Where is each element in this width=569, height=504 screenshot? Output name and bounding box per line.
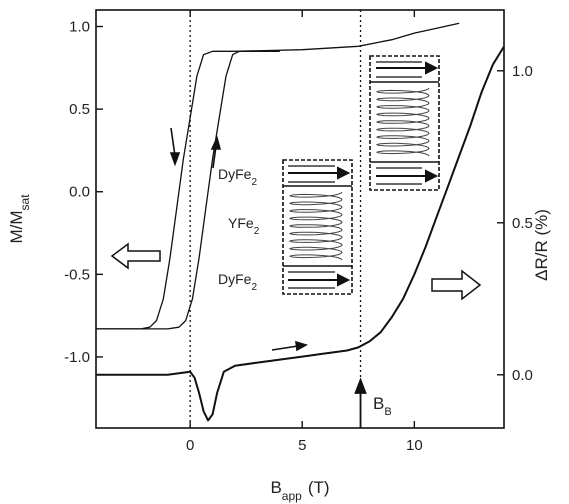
y-left-axis-label-sub: sat [18,194,32,211]
y-left-axis-label-main: M/M [7,210,26,243]
inset-structure: DyFe2 YFe2 DyFe2 [218,159,353,295]
inset-twisted-state [369,55,440,191]
inset-layer-top-label: DyFe2 [218,166,257,188]
inset2-top-arrows [376,61,439,78]
y-right-axis-label: ΔR/R (%) [532,209,551,281]
y-right-tick-label-0: 1.0 [512,63,533,80]
b-marker-label: BB [373,394,392,418]
y-right-tick-label-1: 0.5 [512,215,533,232]
right-axis-arrow-icon [431,269,482,301]
y-left-tick-label-0: 1.0 [69,19,90,36]
b-marker-label-sub: B [384,406,391,418]
y-left-tick-label-3: -0.5 [64,266,90,283]
y-left-tick-label-4: -1.0 [64,349,90,366]
series-line-2 [96,45,505,422]
x-tick-label-1: 5 [298,437,306,454]
plot-frame [95,9,505,429]
inset-layer-middle-label: YFe2 [228,215,260,237]
inset-top-arrows [288,165,351,183]
up-branch-arrow [210,135,222,169]
series-line-0 [96,22,460,330]
b-marker-arrow [354,377,367,428]
series-line-1 [96,50,280,330]
x-axis-label-unit: (T) [308,478,330,497]
y-left-axis-label: M/Msat [7,194,32,244]
inset-layer-bottom-label: DyFe2 [218,271,257,293]
inset2-bottom-arrows [376,167,439,185]
left-axis-arrow-icon [110,242,161,270]
x-tick-label-0: 0 [186,437,194,454]
inset-bottom-arrows [288,271,351,289]
y-right-tick-label-2: 0.0 [512,367,533,384]
y-left-tick-label-1: 0.5 [69,101,90,118]
inset2-spiral-icon [375,87,430,157]
inset-spiral-icon [288,191,343,261]
x-tick-label-2: 10 [406,437,423,454]
x-axis-label: Bapp (T) [270,478,329,503]
y-left-tick-label-2: 0.0 [69,184,90,201]
x-axis-label-main: B [270,478,281,497]
x-axis-label-sub: app [282,489,302,503]
sweep-direction-arrow [271,340,309,352]
down-branch-arrow [169,127,181,167]
b-marker-label-main: B [373,394,384,413]
